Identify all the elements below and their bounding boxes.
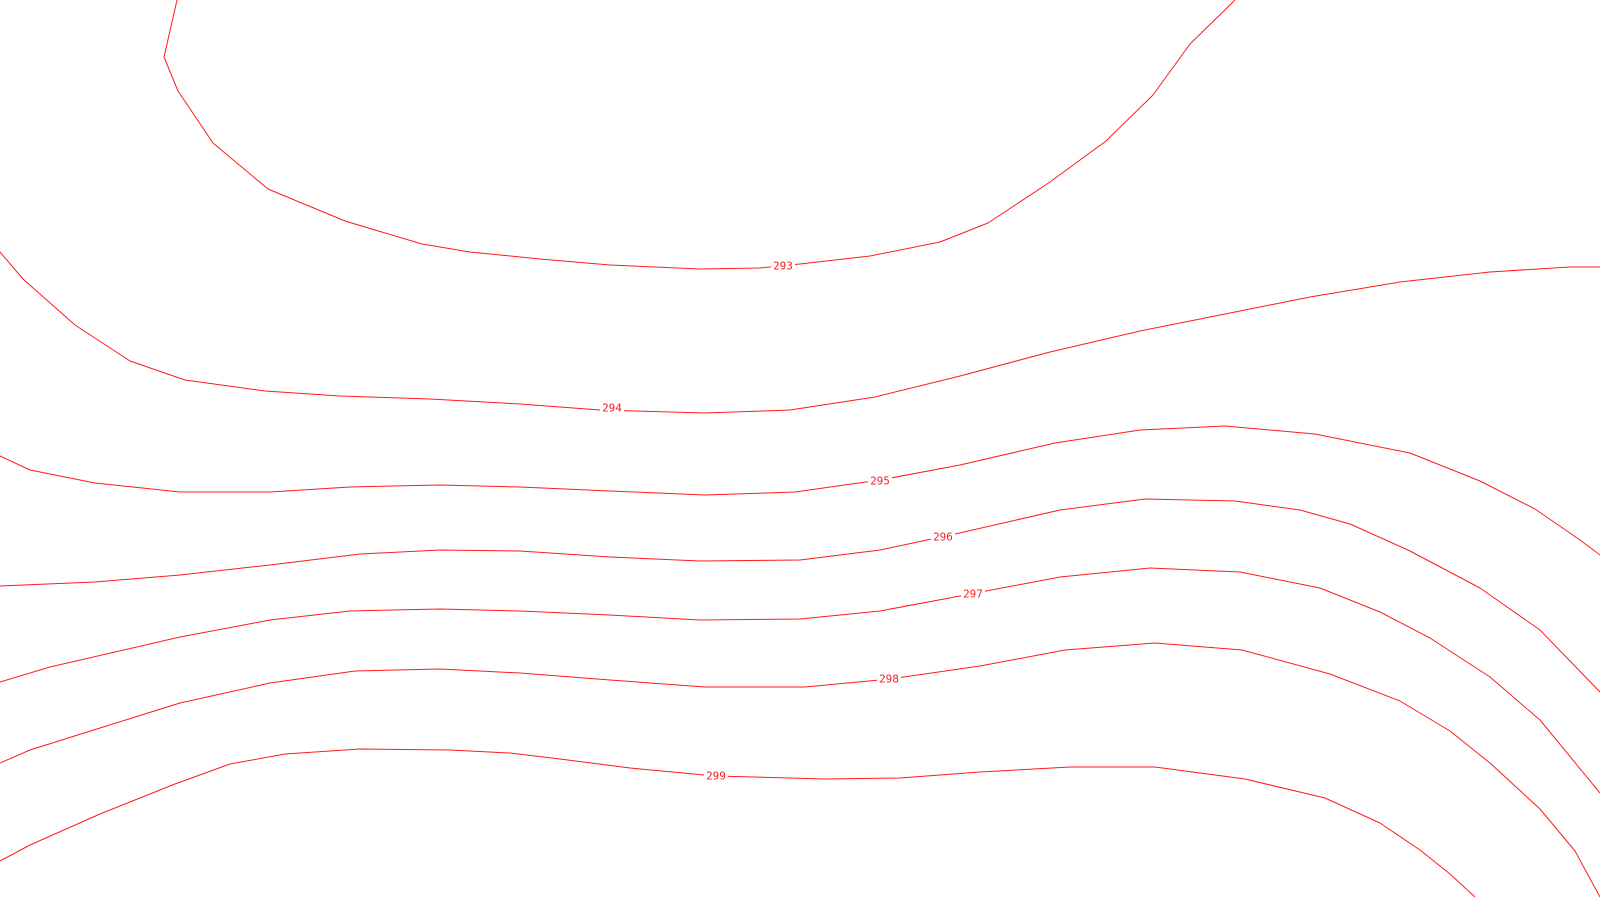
- contour-line-299: [0, 748, 1476, 898]
- contour-label-297: 297: [963, 588, 983, 601]
- contour-label-backdrop: [877, 673, 901, 685]
- contour-label-backdrop: [961, 588, 985, 600]
- contour-label-backdrop: [600, 402, 624, 414]
- contour-line-297: [0, 567, 1600, 794]
- contour-label-295: 295: [870, 475, 890, 488]
- contour-line-293: [163, 0, 1236, 270]
- contour-label-293: 293: [773, 260, 793, 273]
- contour-label-backdrop: [704, 770, 728, 782]
- contour-label-299: 299: [706, 770, 726, 783]
- contour-line-298: [0, 642, 1600, 898]
- contour-label-backdrop: [931, 531, 955, 543]
- contour-line-294: [0, 251, 1600, 414]
- contour-label-298: 298: [879, 673, 899, 686]
- contour-line-295: [0, 425, 1600, 556]
- contour-labels: 293 294 295 296 297 298 299: [600, 260, 985, 783]
- contour-label-backdrop: [771, 260, 795, 272]
- contour-label-294: 294: [602, 402, 622, 415]
- contour-line-296: [0, 498, 1600, 693]
- contour-label-296: 296: [933, 531, 953, 544]
- contour-label-backdrop: [868, 475, 892, 487]
